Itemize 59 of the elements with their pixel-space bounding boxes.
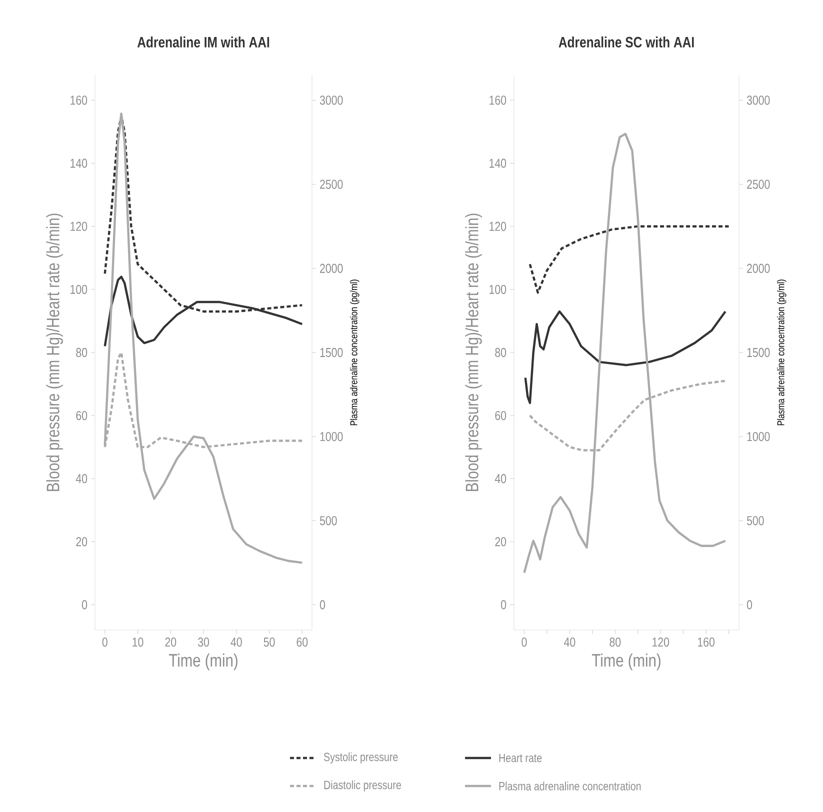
x-tick-label: 40 xyxy=(230,638,242,647)
x-tick-label: 20 xyxy=(165,638,176,647)
x-axis-title: Time (min) xyxy=(592,654,660,670)
y2-tick-label: 2000 xyxy=(320,264,343,273)
y-axis-title: Blood pressure (mm Hg)/Heart rate (b/min) xyxy=(465,214,482,492)
y2-tick-label: 1000 xyxy=(747,432,770,442)
y2-tick-label: 2500 xyxy=(747,180,770,189)
y2-tick-label: 2500 xyxy=(320,180,343,189)
chart-title: Adrenaline SC with AAI xyxy=(558,36,694,48)
y-tick-label: 120 xyxy=(490,222,506,231)
y-axis-title: Blood pressure (mm Hg)/Heart rate (b/min) xyxy=(46,214,63,492)
x-tick-label: 160 xyxy=(698,638,715,647)
legend-label: Plasma adrenaline concentration xyxy=(499,782,641,790)
x-tick-label: 80 xyxy=(610,638,621,647)
x-tick-label: 60 xyxy=(296,638,308,647)
y-tick-label: 40 xyxy=(494,474,506,484)
y2-tick-label: 2000 xyxy=(747,264,770,273)
legend-label: Heart rate xyxy=(499,754,542,762)
y-tick-label: 140 xyxy=(490,158,506,168)
y2-tick-label: 500 xyxy=(746,516,764,526)
y-tick-label: 140 xyxy=(70,158,88,168)
x-tick-label: 120 xyxy=(652,638,670,647)
y2-tick-label: 1000 xyxy=(320,432,343,442)
y-tick-label: 40 xyxy=(76,474,88,484)
x-tick-label: 30 xyxy=(198,638,210,647)
y2-axis-title: Plasma adrenaline concentration (pg/ml) xyxy=(350,280,360,426)
line-series xyxy=(528,225,730,294)
y2-tick-label: 3000 xyxy=(320,96,343,105)
y-tick-label: 160 xyxy=(490,96,506,105)
y-tick-label: 0 xyxy=(501,600,506,610)
y-tick-label: 20 xyxy=(495,537,506,546)
y-tick-label: 0 xyxy=(82,600,88,610)
y2-tick-label: 1500 xyxy=(747,348,770,358)
y2-tick-label: 500 xyxy=(320,516,337,526)
x-tick-label: 10 xyxy=(132,638,144,647)
y-tick-label: 160 xyxy=(70,96,88,105)
y-tick-label: 60 xyxy=(495,410,506,420)
line-series xyxy=(523,132,726,574)
y-tick-label: 60 xyxy=(76,410,88,420)
y2-tick-label: 0 xyxy=(746,600,752,610)
y-tick-label: 100 xyxy=(490,284,506,294)
y-tick-label: 80 xyxy=(495,348,506,358)
line-series xyxy=(524,310,726,404)
x-tick-label: 0 xyxy=(102,638,108,647)
y-tick-label: 20 xyxy=(76,537,88,546)
x-axis-title: Time (min) xyxy=(168,654,238,670)
y2-tick-label: 0 xyxy=(320,600,326,610)
y-tick-label: 120 xyxy=(70,222,88,231)
chart-title: Adrenaline IM with AAI xyxy=(137,36,270,48)
y-tick-label: 100 xyxy=(70,284,88,294)
y2-tick-label: 3000 xyxy=(746,96,770,105)
x-tick-label: 40 xyxy=(564,638,576,647)
y2-axis-title: Plasma adrenaline concentration (pg/ml) xyxy=(777,280,786,426)
legend-label: Diastolic pressure xyxy=(324,780,401,792)
y-tick-label: 80 xyxy=(76,348,88,358)
y2-tick-label: 1500 xyxy=(320,348,343,358)
x-tick-label: 50 xyxy=(264,638,275,647)
x-tick-label: 0 xyxy=(522,638,527,647)
legend-label: Systolic pressure xyxy=(324,752,398,764)
